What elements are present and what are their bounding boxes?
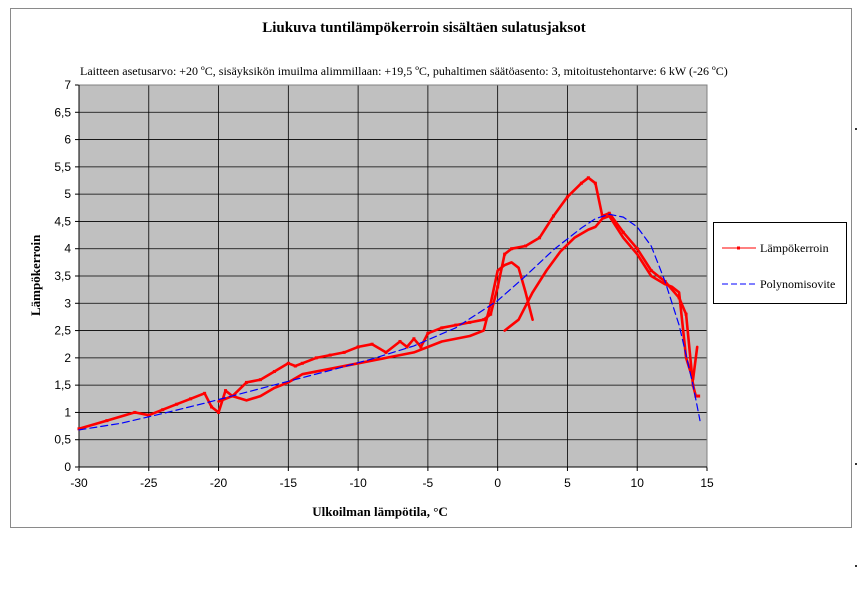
data-point [565,195,569,199]
legend-item-polynomisovite: Polynomisovite [714,275,848,293]
data-point [489,312,493,316]
data-point [426,331,430,335]
data-point [412,337,416,341]
data-point [105,419,109,423]
x-tick-label: -20 [210,476,228,490]
data-point [217,410,221,414]
series-line-1 [217,261,534,403]
data-point [697,394,701,398]
data-point [328,353,332,357]
data-point [419,345,423,349]
data-point [607,211,611,215]
y-axis-label: Lämpökerroin [28,234,43,316]
x-tick-label: -15 [280,476,298,490]
data-point [621,230,625,234]
y-tick-label: 5,5 [54,160,71,174]
legend-swatch-solid [722,246,756,250]
data-point [694,394,698,398]
y-tick-label: 0,5 [54,433,71,447]
edge-mark [855,463,857,465]
data-point [593,181,597,185]
x-tick-label: 0 [494,476,501,490]
data-point [496,285,500,289]
data-point [503,252,507,256]
y-tick-label: 1,5 [54,378,71,392]
data-point [405,345,409,349]
data-point [440,326,444,330]
data-point [210,405,214,409]
legend-label: Polynomisovite [760,277,836,291]
data-point [579,181,583,185]
y-tick-label: 2 [64,351,71,365]
y-tick-label: 4,5 [54,214,71,228]
series-line-3 [78,213,701,431]
y-tick-label: 5 [64,187,71,201]
x-tick-label: 10 [631,476,645,490]
data-point [538,236,542,240]
data-point [524,244,528,248]
data-point [77,427,81,431]
data-point [258,378,262,382]
legend-swatch-dashed [722,283,756,285]
edge-mark [855,565,857,567]
y-tick-label: 0 [64,460,71,474]
x-tick-label: -5 [423,476,434,490]
series-line-2 [503,214,699,382]
data-point [635,247,639,251]
legend: Lämpökerroin Polynomisovite [713,222,847,304]
y-tick-label: 1 [64,405,71,419]
chart-subtitle: Laitteen asetusarvo: +20 ºC, sisäyksikön… [80,64,728,78]
tick-labels: 0 0,5 1 1,5 2 2,5 3 3,5 4 4,5 5 5,5 6 6,5 7 -30 -25 -20 -1… [54,78,714,490]
data-point [224,389,228,393]
data-point [684,312,688,316]
data-point [551,214,555,218]
data-point [370,342,374,346]
y-tick-label: 6 [64,133,71,147]
x-tick-label: -25 [140,476,158,490]
x-tick-label: 15 [700,476,714,490]
x-tick-label: -10 [349,476,367,490]
data-point [300,361,304,365]
data-point [468,320,472,324]
data-point [272,370,276,373]
chart-title: Liukuva tuntilämpökerroin sisältäen sula… [262,20,586,36]
data-point [175,402,179,406]
data-point [586,176,590,180]
y-tick-label: 3 [64,296,71,310]
data-point [342,350,346,354]
data-point [384,350,388,354]
x-tick-label: 5 [564,476,571,490]
legend-label: Lämpökerroin [760,241,829,255]
x-axis-label: Ulkoilman lämpötila, °C [312,504,448,519]
y-tick-label: 2,5 [54,324,71,338]
data-point [161,408,165,412]
data-point [398,339,402,343]
y-tick-label: 6,5 [54,105,71,119]
data-point [314,356,318,360]
data-point [244,380,248,384]
y-tick-label: 7 [64,78,71,92]
data-point [133,410,137,414]
data-point [454,323,458,327]
data-point [189,397,193,401]
edge-mark [855,128,857,130]
data-point [356,345,360,349]
y-tick-label: 4 [64,242,71,256]
data-point [203,391,207,395]
data-point [286,361,290,365]
series-layer [77,176,701,431]
data-point [293,364,297,368]
axes [75,84,708,471]
y-tick-label: 3,5 [54,269,71,283]
data-point [482,318,486,322]
data-point [147,413,151,417]
data-point [649,269,653,273]
data-point [510,247,514,251]
x-tick-label: -30 [70,476,88,490]
legend-item-lampokerroin: Lämpökerroin [714,239,848,257]
